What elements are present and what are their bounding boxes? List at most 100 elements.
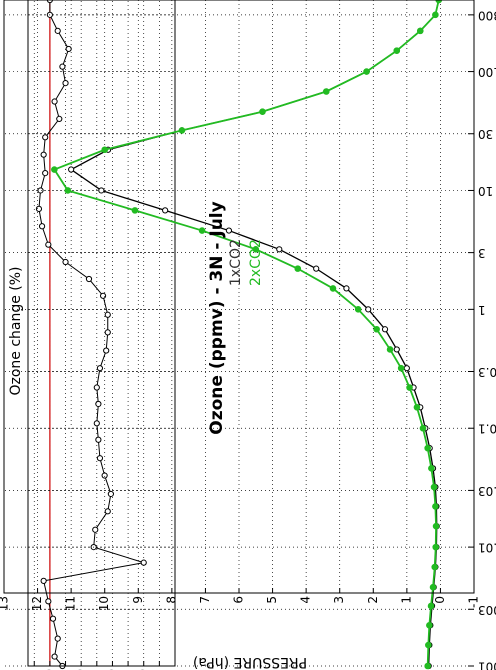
change-point [95, 436, 102, 443]
profile-point [427, 602, 435, 610]
pressure-tick-label: 10 [478, 184, 493, 198]
ozone-tick-label: 5 [265, 596, 279, 604]
profile-point [68, 166, 75, 173]
profile-point [225, 227, 233, 234]
change-point [93, 384, 100, 391]
pressure-tick-label: 0.003 [478, 603, 496, 617]
profile-point [393, 47, 401, 54]
profile-point [432, 522, 440, 530]
profile-point [354, 306, 362, 313]
profile-point [424, 662, 431, 670]
change-point [40, 577, 47, 584]
profile-point [365, 306, 372, 313]
change-point [45, 598, 52, 605]
profile-point [403, 365, 410, 372]
chart-title: Ozone (ppmv) - 3N - July [207, 201, 227, 434]
profile-series [51, 0, 443, 670]
ozone-tick-label: 11 [64, 596, 78, 611]
profile-point [432, 11, 439, 19]
change-series [35, 0, 147, 670]
change-point [96, 455, 104, 462]
profile-series-line [53, 0, 440, 667]
pressure-tick-label: 0.03 [478, 484, 496, 498]
change-point [62, 79, 69, 87]
profile-point [162, 207, 169, 214]
ozone-tick-label: 1 [399, 596, 413, 604]
pressure-tick-label: 3 [478, 246, 486, 260]
profile-point [313, 265, 320, 272]
profile-point [426, 621, 433, 629]
profile-point [397, 364, 405, 372]
change-point [37, 187, 44, 194]
change-point [40, 151, 47, 158]
profile-point [131, 207, 139, 214]
legend-2xco2: 2xCO2 [248, 239, 264, 286]
profile-point [373, 325, 380, 333]
profile-point [322, 88, 330, 95]
ozone-change-panel: -505101520253035 Ozone change (%) [8, 0, 176, 670]
change-point [107, 490, 114, 498]
pressure-tick-label: 300 [478, 8, 496, 22]
change-point [62, 258, 69, 266]
change-point [59, 63, 66, 70]
profile-point [386, 346, 394, 353]
change-point [38, 223, 46, 230]
change-point [104, 329, 111, 336]
change-point [54, 635, 61, 642]
change-point [42, 169, 49, 177]
ozone-tick-label: 0 [433, 596, 447, 604]
profile-point [435, 0, 443, 4]
change-point [51, 98, 58, 105]
change-point [140, 559, 147, 566]
profile-point [381, 326, 389, 333]
profile-point [413, 403, 421, 411]
change-point [46, 0, 53, 4]
change-point [56, 115, 63, 122]
profile-point [428, 465, 435, 472]
ozone-tick-label: 13 [0, 596, 11, 611]
ozone-tick-label: 4 [299, 596, 313, 604]
profile-point [101, 146, 109, 154]
profile-point [51, 166, 58, 173]
profile-point [429, 583, 437, 591]
pressure-ticks: 0.001 0.003 0.01 0.03 0.1 0.3 1 3 10 30 100 300 [468, 8, 496, 670]
change-point [85, 275, 93, 283]
ozone-tick-label: 10 [97, 596, 111, 611]
profile-point [425, 641, 432, 649]
profile-point [259, 108, 266, 115]
pressure-tick-label: 1 [478, 303, 486, 317]
profile-point [430, 483, 438, 491]
change-point [104, 508, 111, 515]
profile-point [294, 265, 302, 272]
profile-point [276, 246, 283, 253]
ozone-tick-label: 3 [332, 596, 346, 604]
profile-point [329, 285, 337, 292]
ozone-tick-label: 12 [30, 596, 44, 611]
profile-point [432, 503, 439, 510]
pressure-tick-label: 0.01 [478, 541, 496, 555]
pressure-tick-label: 100 [478, 65, 496, 79]
ozone-tick-label: 8 [164, 596, 178, 604]
profile-point [393, 346, 400, 353]
change-point [45, 241, 52, 248]
legend-1xco2: 1xCO2 [228, 239, 244, 286]
profile-point [363, 68, 370, 75]
profile-point [343, 285, 350, 292]
profile-point [416, 27, 424, 35]
profile-point [419, 424, 427, 432]
pressure-axis-title: PRESSURE (hPa) [193, 654, 307, 670]
change-point [95, 400, 102, 408]
change-point [103, 347, 110, 354]
profile-point [178, 127, 186, 134]
change-point [104, 311, 111, 318]
change-point [51, 653, 58, 660]
ozone-tick-label: 6 [232, 596, 246, 604]
profile-point [406, 384, 413, 391]
pressure-tick-label: 0.001 [478, 660, 496, 670]
profile-point [431, 563, 439, 571]
change-point [92, 526, 99, 533]
ozone-tick-label: -1 [467, 596, 481, 608]
